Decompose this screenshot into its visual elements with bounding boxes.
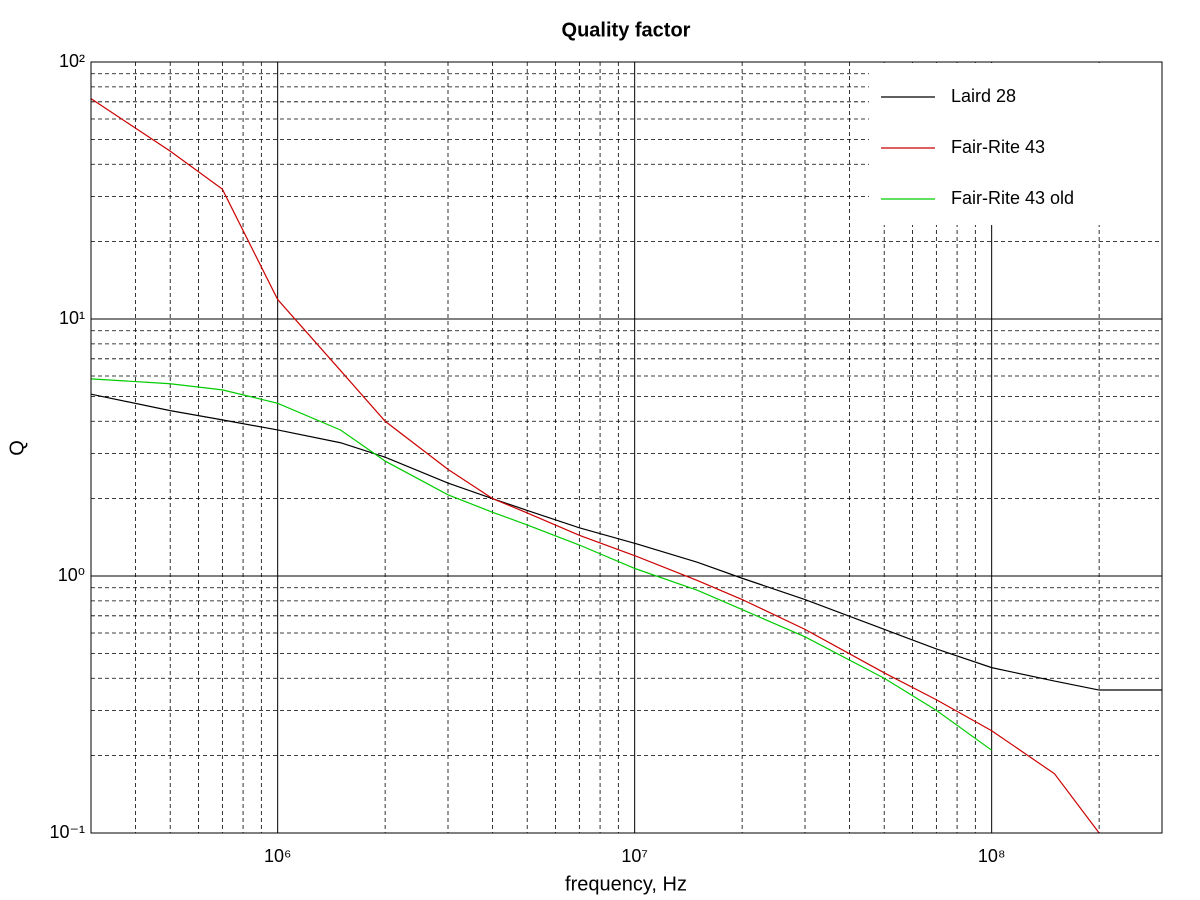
y-tick-label: 10⁰ (58, 565, 85, 585)
x-tick-label: 10⁶ (264, 846, 291, 866)
series-line (91, 98, 1100, 833)
legend-label: Fair-Rite 43 (951, 137, 1045, 157)
legend-label: Fair-Rite 43 old (951, 188, 1074, 208)
legend-box (869, 63, 1161, 225)
x-tick-label: 10⁸ (978, 846, 1006, 866)
y-tick-label: 10² (59, 51, 85, 71)
series-line (91, 378, 993, 751)
x-tick-label: 10⁷ (621, 846, 648, 866)
grid (91, 61, 1162, 834)
series-line (91, 393, 1162, 691)
chart-title: Quality factor (562, 19, 691, 41)
y-tick-label: 10¹ (59, 308, 85, 328)
x-axis-label: frequency, Hz (565, 873, 687, 895)
legend: Laird 28 Fair-Rite 43 Fair-Rite 43 old (869, 63, 1161, 225)
y-axis-label: Q (6, 440, 28, 456)
legend-label: Laird 28 (951, 86, 1016, 106)
y-tick-label: 10⁻¹ (49, 822, 85, 842)
plot-frame (90, 61, 1163, 834)
